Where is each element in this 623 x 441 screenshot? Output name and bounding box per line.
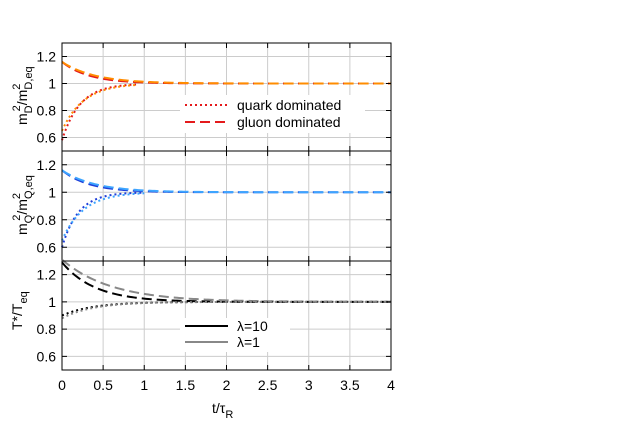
series-line-1 (61, 83, 137, 132)
ytick-label: 1.2 (37, 267, 57, 283)
xlabel-main: t/τ (212, 400, 226, 416)
xtick-label: 0 (58, 377, 66, 393)
xtick-label: 1 (140, 377, 148, 393)
xlabel: t/τR (212, 400, 233, 421)
ylabel-top-sub1: D (23, 105, 35, 113)
ytick-label: 0.6 (37, 130, 57, 146)
series-line-3 (61, 61, 391, 85)
xtick-label: 3.5 (340, 377, 360, 393)
ytick-label: 0.6 (37, 239, 57, 255)
series-line-3 (61, 169, 391, 194)
panel-middle: 0.6 0.8 1 1.2 (37, 150, 392, 262)
ytick-label: 1 (48, 184, 56, 200)
xtick-label: 2 (223, 377, 231, 393)
series-line-3 (61, 300, 391, 320)
ytick-label: 1 (48, 76, 56, 92)
panel-top: 0.6 0.8 1 1.2 (37, 42, 392, 152)
ytick-label: 0.8 (37, 212, 57, 228)
ylabel-mid-slash: /m (14, 199, 30, 215)
legend-bottom-label-lambda1: λ=1 (237, 334, 260, 350)
ylabel-mid-sup1: 2 (11, 215, 23, 221)
ytick-label: 1.2 (37, 49, 57, 65)
series-line-1 (61, 258, 391, 303)
ylabel-top-sub2: D,eq (23, 66, 35, 89)
series-line-0 (61, 191, 145, 248)
series-line-1 (61, 192, 145, 241)
ylabel-middle: mQ2/m2Q,eq (11, 175, 35, 235)
ylabel-mid-sub1: Q (23, 214, 35, 223)
ylabel-mid-main: m (14, 223, 30, 235)
legend-bottom: λ=10 λ=1 (180, 318, 290, 352)
xtick-label: 3 (305, 377, 313, 393)
ytick-label: 0.8 (37, 103, 57, 119)
ylabel-top-main: m (14, 113, 30, 125)
legend-top-label-quark: quark dominated (237, 97, 341, 113)
panel-bottom: 0.6 0.8 1 1.2 0 0.5 1 1.5 2 2.5 3 3.5 4 (37, 258, 395, 393)
ytick-label: 0.6 (37, 348, 57, 364)
ytick-label: 1.2 (37, 157, 57, 173)
ylabel-mid-sub2: Q,eq (23, 175, 35, 199)
ylabel-top-sup1: 2 (11, 105, 23, 111)
ylabel-bot-main: T*/T (9, 303, 25, 330)
xtick-label: 2.5 (258, 377, 278, 393)
legend-top-label-gluon: gluon dominated (237, 114, 341, 130)
legend-bottom-bg (180, 318, 290, 352)
legend-bottom-label-lambda10: λ=10 (237, 318, 268, 334)
ylabel-top-sup2: 2 (11, 84, 23, 90)
xtick-label: 1.5 (176, 377, 196, 393)
ylabel-top-slash: /m (14, 90, 30, 106)
ylabel-bottom: T*/Teq (9, 291, 30, 330)
legend-top: quark dominated gluon dominated (180, 95, 365, 133)
ylabel-bot-sub: eq (18, 291, 30, 303)
ylabel-top: mD2/m2D,eq (11, 66, 35, 125)
xtick-label: 0.5 (93, 377, 113, 393)
series-line-0 (61, 83, 137, 141)
legend-top-bg (180, 95, 365, 133)
ylabel-mid-sup2: 2 (11, 193, 23, 199)
xlabel-sub: R (225, 409, 233, 421)
ytick-label: 0.8 (37, 321, 57, 337)
panel-frame (61, 260, 392, 371)
ytick-label: 1 (48, 294, 56, 310)
xtick-label: 4 (387, 377, 395, 393)
